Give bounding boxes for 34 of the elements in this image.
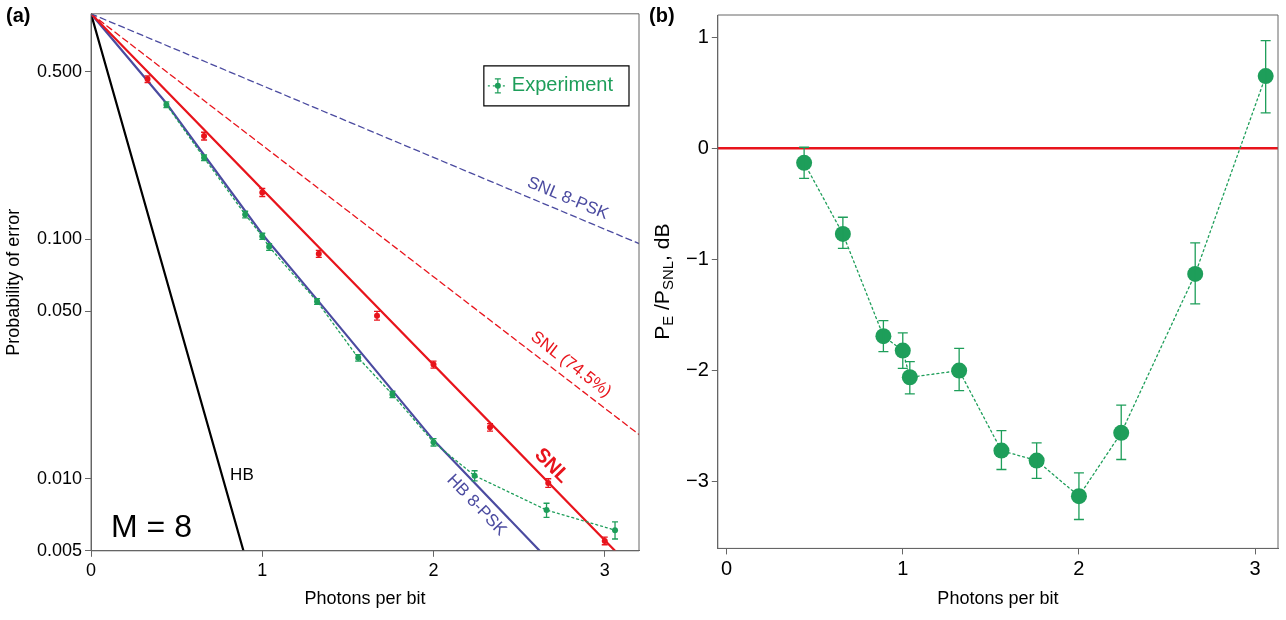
text: SNL 8-PSK [524, 172, 613, 224]
y-tick-label: −1 [685, 246, 709, 269]
point [1187, 265, 1204, 282]
annotation: M = 8 [111, 507, 192, 544]
y-tick-label: −3 [685, 469, 709, 492]
x-tick-label: 1 [257, 559, 268, 580]
point [1113, 424, 1130, 441]
y-tick-label: 0 [697, 135, 709, 158]
x-tick-label: 2 [1073, 556, 1085, 579]
series-label: HB [230, 465, 254, 485]
x-tick-label: 0 [721, 556, 733, 579]
x-tick-label: 0 [86, 559, 97, 580]
x-axis-title: Photons per bit [304, 588, 426, 609]
x-tick-label: 1 [897, 556, 909, 579]
point [875, 328, 892, 345]
y-tick-label: 0.010 [37, 467, 83, 488]
point [1257, 68, 1274, 85]
y-tick-label: 1 [697, 24, 709, 47]
chart-title: (a) [6, 3, 31, 26]
y-tick-label: −2 [685, 358, 709, 381]
x-tick-label: 3 [1249, 556, 1261, 579]
point [901, 369, 918, 386]
x-axis-title: Photons per bit [937, 588, 1059, 609]
y-tick-label: 0.500 [37, 60, 83, 81]
y-axis-title: Probability of error [2, 208, 23, 356]
chart-title: (b) [649, 3, 675, 26]
y-axis-title: PE /PSNL, dB [649, 223, 677, 340]
x-tick-label: 2 [428, 559, 439, 580]
y-tick-label: 0.005 [37, 539, 83, 560]
x-tick-label: 3 [599, 559, 610, 580]
legend-label: Experiment [511, 73, 614, 96]
y-tick-label: 0.050 [37, 300, 83, 321]
point [894, 342, 911, 359]
y-tick-label: 0.100 [37, 228, 83, 249]
